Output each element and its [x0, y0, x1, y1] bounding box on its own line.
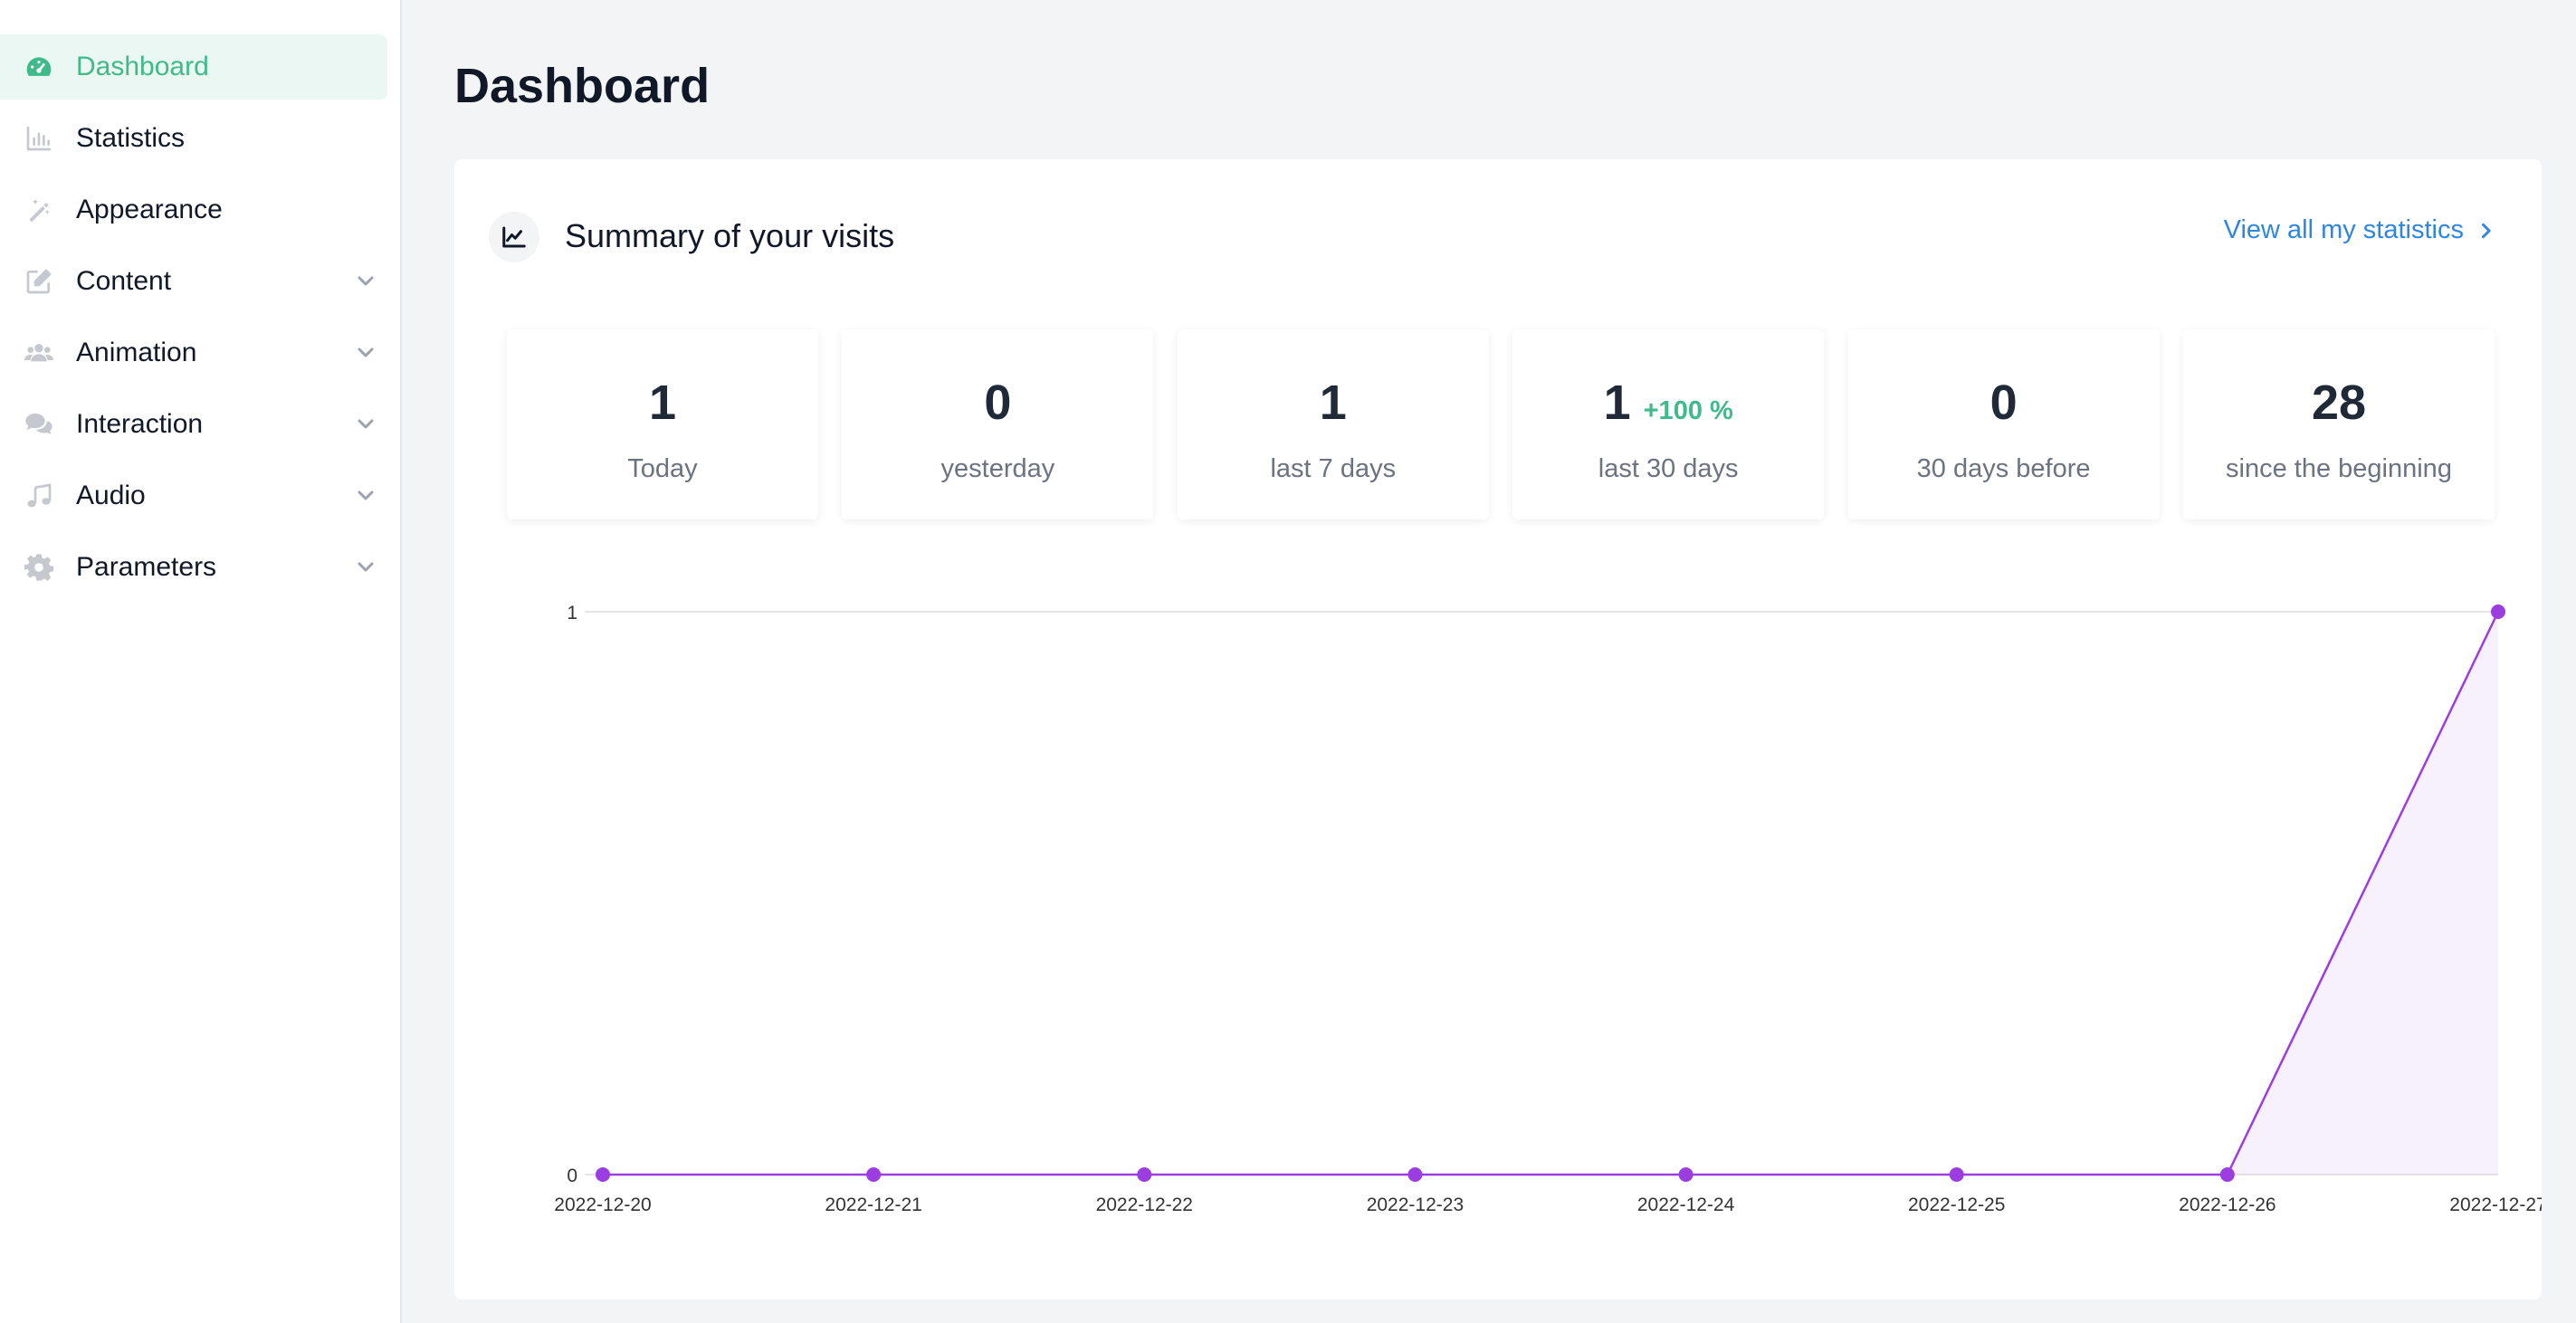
data-point — [2491, 604, 2505, 619]
series-line — [603, 611, 2500, 1176]
stat-value: 28 — [2311, 376, 2367, 430]
visits-chart: 0 1 2022-12-20 2022-12-21 2022-12-22 2022-12-… — [554, 603, 2542, 1215]
sidebar-item-audio[interactable]: Audio — [0, 463, 387, 528]
edit-icon — [24, 266, 54, 297]
bar-chart-icon — [24, 123, 54, 154]
page-title: Dashboard — [454, 59, 711, 113]
stat-label: last 30 days — [1598, 454, 1739, 483]
sidebar-item-label: Audio — [76, 481, 146, 510]
data-point — [1137, 1167, 1152, 1182]
stat-tiles: 1 Today 0 yesterday 1 last 7 days 1 +100 % last … — [507, 329, 2495, 519]
stat-label: since the beginning — [2226, 454, 2452, 483]
sidebar: Dashboard Statistics Appearance Content Anim… — [0, 0, 402, 1323]
sidebar-item-label: Parameters — [76, 552, 217, 582]
x-tick-label: 2022-12-20 — [554, 1195, 651, 1215]
stat-tile: 1 +100 % last 30 days — [1512, 329, 1825, 519]
chevron-down-icon[interactable] — [355, 341, 378, 365]
magic-wand-icon — [24, 195, 54, 225]
sidebar-item-label: Animation — [76, 338, 197, 367]
data-point — [866, 1167, 882, 1182]
sidebar-item-animation[interactable]: Animation — [0, 320, 387, 385]
stat-tile: 1 Today — [507, 329, 818, 519]
music-icon — [24, 481, 54, 511]
sidebar-item-label: Interaction — [76, 409, 204, 439]
x-tick-label: 2022-12-26 — [2179, 1195, 2275, 1215]
sidebar-item-statistics[interactable]: Statistics — [0, 106, 387, 171]
x-tick-label: 2022-12-24 — [1637, 1195, 1735, 1215]
gauge-icon — [24, 52, 54, 82]
y-tick-label: 0 — [567, 1166, 577, 1186]
x-tick-label: 2022-12-22 — [1096, 1195, 1193, 1215]
x-tick-label: 2022-12-25 — [1908, 1195, 2005, 1215]
y-tick-label: 1 — [567, 603, 577, 623]
stat-value: 1 — [648, 376, 677, 430]
sidebar-item-label: Statistics — [76, 123, 186, 153]
users-icon — [24, 338, 54, 368]
data-point — [596, 1167, 610, 1182]
gear-icon — [24, 552, 54, 583]
line-chart-icon — [489, 212, 539, 262]
x-tick-label: 2022-12-21 — [825, 1195, 921, 1215]
view-all-statistics-link[interactable]: View all my statistics — [2224, 215, 2495, 245]
chevron-right-icon — [2482, 223, 2491, 238]
sidebar-item-appearance[interactable]: Appearance — [0, 177, 387, 243]
sidebar-item-interaction[interactable]: Interaction — [0, 392, 387, 457]
series-area — [603, 612, 2498, 1175]
x-tick-label: 2022-12-27 — [2449, 1195, 2542, 1215]
chevron-down-icon[interactable] — [355, 270, 378, 293]
stat-value: 0 — [984, 376, 1012, 430]
sidebar-item-label: Dashboard — [76, 52, 209, 81]
stat-value: 1 — [1319, 376, 1347, 430]
sidebar-item-label: Content — [76, 266, 172, 296]
sidebar-item-dashboard[interactable]: Dashboard — [0, 34, 387, 100]
stat-label: yesterday — [940, 454, 1055, 483]
visits-summary-card: Summary of your visits View all my stati… — [454, 159, 2542, 1299]
data-point — [1949, 1167, 1964, 1182]
main-content: Dashboard Summary of your visits View al… — [402, 0, 2576, 1323]
stat-delta-badge: +100 % — [1643, 396, 1733, 425]
sidebar-item-label: Appearance — [76, 195, 223, 224]
comments-icon — [24, 409, 54, 440]
data-point — [1678, 1167, 1693, 1182]
stat-label: 30 days before — [1916, 454, 2091, 483]
data-point — [1407, 1167, 1423, 1182]
chevron-down-icon[interactable] — [355, 556, 378, 579]
stat-tile: 1 last 7 days — [1177, 329, 1489, 519]
x-tick-label: 2022-12-23 — [1367, 1195, 1464, 1215]
stat-value: 0 — [1989, 376, 2018, 430]
sidebar-item-parameters[interactable]: Parameters — [0, 535, 387, 600]
card-title: Summary of your visits — [565, 217, 895, 254]
stat-tile: 0 yesterday — [842, 329, 1154, 519]
chevron-down-icon[interactable] — [355, 413, 378, 436]
stat-label: Today — [627, 454, 698, 483]
sidebar-item-content[interactable]: Content — [0, 249, 387, 314]
stat-value: 1 — [1603, 376, 1631, 430]
view-all-statistics-label: View all my statistics — [2223, 215, 2464, 244]
stat-tile: 0 30 days before — [1847, 329, 2160, 519]
stat-label: last 7 days — [1270, 454, 1397, 483]
data-point — [2219, 1167, 2235, 1182]
stat-tile: 28 since the beginning — [2183, 329, 2495, 519]
chevron-down-icon[interactable] — [355, 484, 378, 508]
